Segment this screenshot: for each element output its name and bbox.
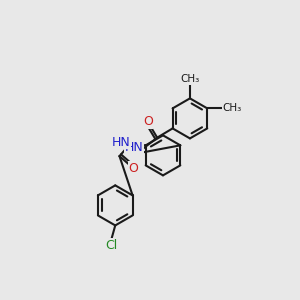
Text: HN: HN [112, 136, 130, 149]
Text: Cl: Cl [105, 239, 118, 252]
Text: O: O [128, 162, 138, 175]
Text: CH₃: CH₃ [222, 103, 242, 113]
Text: HN: HN [125, 141, 143, 154]
Text: CH₃: CH₃ [180, 74, 200, 84]
Text: O: O [143, 115, 153, 128]
